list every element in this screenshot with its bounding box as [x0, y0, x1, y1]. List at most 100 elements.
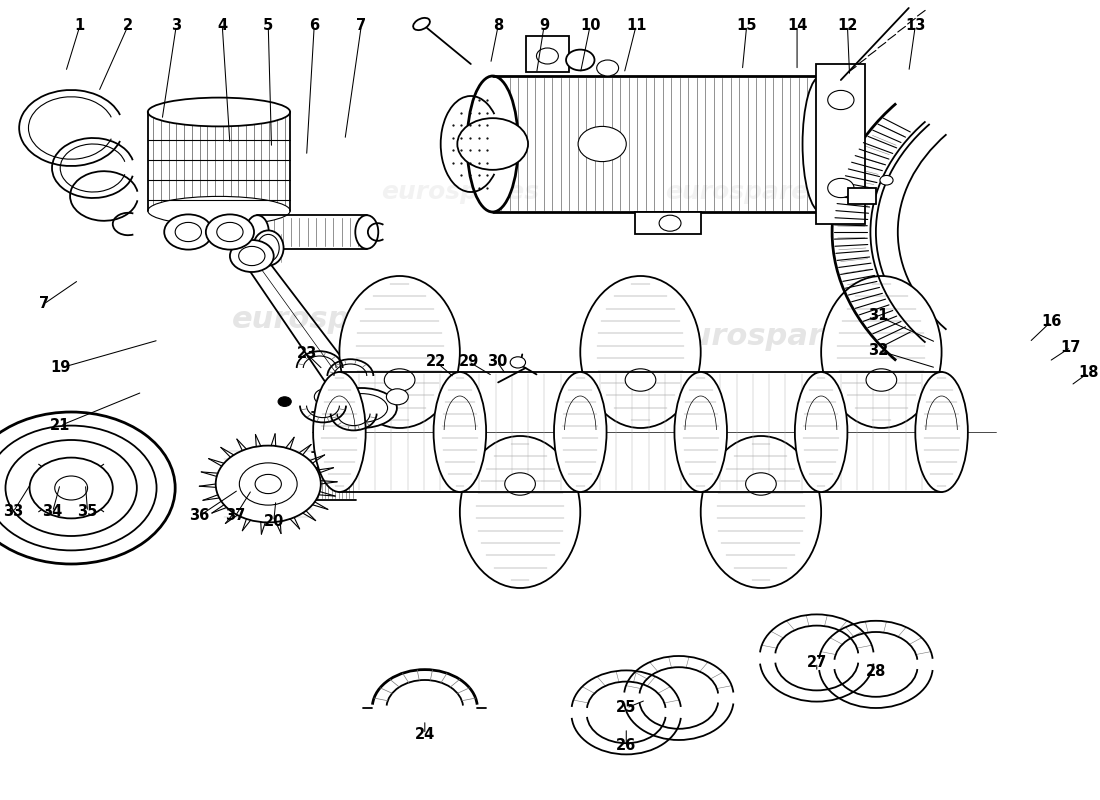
Circle shape [278, 397, 292, 406]
Circle shape [6, 440, 136, 536]
Ellipse shape [795, 372, 847, 492]
Circle shape [230, 240, 274, 272]
Text: 9: 9 [539, 18, 549, 33]
Text: 1: 1 [75, 18, 85, 33]
Text: 13: 13 [905, 18, 925, 33]
Text: 34: 34 [43, 505, 63, 519]
Ellipse shape [253, 230, 284, 266]
Text: 7: 7 [356, 18, 366, 33]
Text: 31: 31 [868, 309, 889, 323]
Ellipse shape [581, 276, 701, 428]
Text: 22: 22 [426, 354, 446, 369]
Ellipse shape [314, 372, 365, 492]
Circle shape [659, 215, 681, 231]
Ellipse shape [468, 76, 518, 212]
Text: 26: 26 [616, 738, 637, 753]
Bar [635, 212, 701, 234]
Text: 20: 20 [264, 514, 284, 529]
Circle shape [255, 474, 282, 494]
Text: 27: 27 [806, 655, 827, 670]
Circle shape [505, 473, 536, 495]
Circle shape [566, 50, 594, 70]
Text: 35: 35 [77, 505, 98, 519]
Circle shape [746, 473, 777, 495]
Ellipse shape [821, 276, 942, 428]
Text: 21: 21 [50, 418, 70, 433]
Text: eurospares: eurospares [666, 180, 824, 204]
Text: 36: 36 [189, 509, 209, 523]
Text: 3: 3 [172, 18, 182, 33]
Text: 6: 6 [309, 18, 319, 33]
Text: 33: 33 [3, 505, 23, 519]
Circle shape [206, 214, 254, 250]
Bar [848, 188, 876, 204]
Circle shape [596, 60, 618, 76]
Circle shape [30, 458, 113, 518]
Text: 7: 7 [39, 297, 48, 311]
Ellipse shape [701, 436, 821, 588]
Circle shape [239, 246, 265, 266]
Circle shape [0, 426, 156, 550]
Circle shape [537, 48, 559, 64]
Circle shape [579, 126, 626, 162]
Ellipse shape [257, 234, 279, 262]
Bar [816, 64, 865, 224]
Text: eurospares: eurospares [381, 180, 539, 204]
Circle shape [216, 446, 321, 522]
Text: 12: 12 [837, 18, 858, 33]
Ellipse shape [355, 215, 378, 249]
Text: 15: 15 [736, 18, 757, 33]
Circle shape [880, 175, 893, 185]
Circle shape [625, 369, 656, 391]
Bar [526, 36, 570, 72]
Text: 37: 37 [226, 509, 245, 523]
Text: 23: 23 [296, 346, 317, 361]
Ellipse shape [915, 372, 968, 492]
Ellipse shape [674, 372, 727, 492]
Text: eurospares: eurospares [232, 306, 425, 334]
Ellipse shape [414, 18, 430, 30]
Ellipse shape [326, 388, 397, 428]
Text: 30: 30 [487, 354, 507, 369]
Text: 8: 8 [493, 18, 504, 33]
Ellipse shape [803, 76, 839, 212]
Circle shape [55, 476, 88, 500]
Circle shape [827, 178, 854, 198]
Circle shape [386, 389, 408, 405]
Text: 10: 10 [580, 18, 601, 33]
Text: 25: 25 [616, 701, 637, 715]
Ellipse shape [147, 98, 290, 126]
Ellipse shape [554, 372, 606, 492]
Text: 14: 14 [786, 18, 807, 33]
Text: 4: 4 [217, 18, 228, 33]
Ellipse shape [340, 276, 460, 428]
Text: 11: 11 [626, 18, 647, 33]
Text: 28: 28 [866, 665, 887, 679]
Text: 5: 5 [263, 18, 274, 33]
Circle shape [866, 369, 896, 391]
Ellipse shape [460, 436, 581, 588]
Text: 24: 24 [415, 727, 434, 742]
Ellipse shape [245, 215, 268, 249]
Text: 17: 17 [1060, 340, 1081, 354]
Text: 32: 32 [868, 343, 888, 358]
Circle shape [458, 118, 528, 170]
Circle shape [827, 90, 854, 110]
Circle shape [164, 214, 212, 250]
Text: 19: 19 [50, 361, 70, 375]
Ellipse shape [336, 394, 387, 422]
Text: 16: 16 [1041, 314, 1062, 329]
Circle shape [0, 412, 175, 564]
Text: 29: 29 [459, 354, 478, 369]
Circle shape [175, 222, 201, 242]
Ellipse shape [147, 196, 290, 225]
Text: 2: 2 [123, 18, 133, 33]
Circle shape [315, 389, 337, 405]
Circle shape [384, 369, 415, 391]
Text: eurospares: eurospares [670, 322, 862, 350]
Circle shape [240, 463, 297, 505]
Text: 18: 18 [1078, 366, 1099, 380]
Circle shape [217, 222, 243, 242]
Circle shape [510, 357, 526, 368]
Ellipse shape [433, 372, 486, 492]
